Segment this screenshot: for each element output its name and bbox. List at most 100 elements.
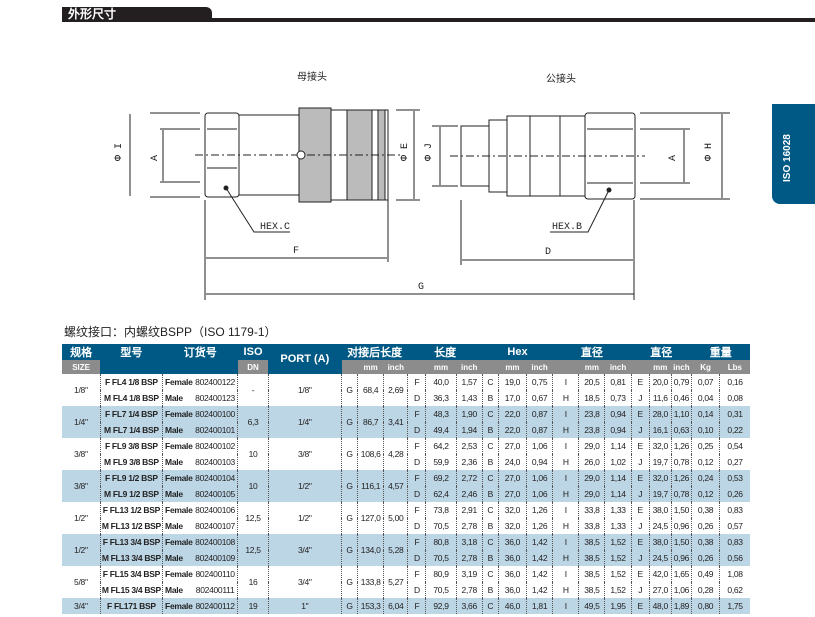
cell-dia1-inch: 1,52 xyxy=(604,534,632,550)
cell-length-inch: 1,90 xyxy=(455,406,483,422)
table-row: 5/8" F FL15 3/4 BSP Female 802400110 16 3/4" G… xyxy=(62,566,750,598)
cell-size: 3/8" xyxy=(74,449,88,459)
cell-length-letter: D xyxy=(407,422,426,438)
cell-length-letter: D xyxy=(407,486,426,502)
cell-dia1-inch: 1,14 xyxy=(604,486,632,502)
cell-dia2-inch: 0,46 xyxy=(670,390,692,406)
cell-hex-inch: 1,42 xyxy=(526,566,553,582)
cell-length-mm: 62,4 xyxy=(425,486,457,502)
cell-g-inch: 5,28 xyxy=(383,534,408,566)
cell-size: 3/4" xyxy=(62,598,101,614)
cell-dia1-mm: 33,8 xyxy=(578,502,605,518)
cell-g-mm: 153,3 xyxy=(357,598,384,614)
cell-hex-letter: B xyxy=(481,550,499,566)
cell-length-mm: 70,5 xyxy=(425,518,457,534)
cell-dia1-letter: I xyxy=(552,470,579,486)
cell-length-mm: 64,2 xyxy=(425,438,457,454)
cell-weight-kg: 0,12 xyxy=(690,454,720,470)
cell-hex-letter: C xyxy=(481,470,499,486)
cell-dia1-inch: 1,14 xyxy=(604,470,632,486)
cell-length-inch: 2,36 xyxy=(455,454,483,470)
cell-dia2-mm: 19,7 xyxy=(648,486,672,502)
cell-port: 3/8" xyxy=(267,438,342,470)
cell-hex-mm: 17,0 xyxy=(497,390,527,406)
cell-dia1-mm: 29,0 xyxy=(578,470,605,486)
cell-weight-lbs: 0,83 xyxy=(719,502,750,518)
cell-sex: Male xyxy=(162,486,193,502)
cell-dia2-letter: J xyxy=(630,518,650,534)
cell-hex-mm: 27,0 xyxy=(497,470,527,486)
cell-dia2-mm: 24,5 xyxy=(648,518,672,534)
cell-port: 1/2" xyxy=(267,470,342,502)
cell-sex: Male xyxy=(162,454,193,470)
cell-dia2-mm: 27,0 xyxy=(648,582,672,598)
col-dia2: 直径 xyxy=(631,344,692,360)
cell-sex: Female xyxy=(162,406,193,422)
cell-hex-mm: 32,0 xyxy=(497,502,527,518)
spec-table-body: 1/8" F FL4 1/8 BSP Female 802400122-1/8" G 68… xyxy=(62,374,750,614)
cell-size: 1/4" xyxy=(62,406,101,438)
cell-dia2-letter: E xyxy=(630,438,650,454)
cell-model: M FL15 3/4 BSP xyxy=(99,582,163,598)
table-title: 螺纹接口：内螺纹BSPP（ISO 1179-1） xyxy=(64,325,277,339)
cell-length-mm: 80,9 xyxy=(425,566,457,582)
cell-hex-letter: B xyxy=(481,582,499,598)
cell-dia1-inch: 1,02 xyxy=(604,454,632,470)
dim-phi-j: Φ J xyxy=(424,143,435,161)
cell-dia1-mm: 18,5 xyxy=(578,390,605,406)
cell-dia2-letter: J xyxy=(630,422,650,438)
cell-dia1-mm: 20,5 xyxy=(578,374,605,390)
cell-iso-dn: 12,5 xyxy=(237,502,269,534)
col-size: 规格 xyxy=(62,344,101,360)
cell-dia2-letter: E xyxy=(630,534,650,550)
cell-sex: Male xyxy=(162,390,193,406)
cell-dia2-letter: J xyxy=(630,390,650,406)
cell-dia2-mm: 24,5 xyxy=(648,550,672,566)
cell-hex-mm: 36,0 xyxy=(497,566,527,582)
cell-dia2-inch: 1,50 xyxy=(670,534,692,550)
cell-length-letter: D xyxy=(407,582,426,598)
cell-hex-mm: 19,0 xyxy=(497,374,527,390)
cell-hex-letter: C xyxy=(481,502,499,518)
unit-inch: inch xyxy=(456,360,483,374)
cell-hex-inch: 1,42 xyxy=(526,534,553,550)
cell-dia1-letter: I xyxy=(552,406,579,422)
cell-dia2-mm: 28,0 xyxy=(648,406,672,422)
cell-dia1-letter: H xyxy=(552,390,579,406)
cell-length-mm: 80,8 xyxy=(425,534,457,550)
cell-g-letter: G xyxy=(341,502,358,534)
spec-table: 规格 型号 订货号 ISO PORT (A) 对接后长度 长度 Hex 直径 直… xyxy=(62,344,750,614)
cell-sex: Male xyxy=(162,422,193,438)
cell-dia2-letter: E xyxy=(630,598,650,614)
cell-model: F FL171 BSP xyxy=(99,598,163,614)
col-length: 长度 xyxy=(407,344,483,360)
table-row: 3/8" F FL9 1/2 BSP Female 802400104 10 1/2" G 1… xyxy=(62,470,750,502)
cell-length-letter: F xyxy=(407,534,426,550)
col-model: 型号 xyxy=(100,344,163,360)
cell-dia2-inch: 1,50 xyxy=(670,502,692,518)
cell-weight-kg: 0,80 xyxy=(690,598,720,614)
dim-phi-h: Φ H xyxy=(704,143,715,161)
cell-weight-kg: 0,14 xyxy=(690,406,720,422)
cell-dia2-mm: 20,0 xyxy=(648,374,672,390)
cell-dia1-mm: 29,0 xyxy=(578,486,605,502)
cell-hex-letter: C xyxy=(481,534,499,550)
cell-length-inch: 2,78 xyxy=(455,582,483,598)
cell-iso-dn: 19 xyxy=(237,598,269,614)
cell-weight-lbs: 0,16 xyxy=(719,374,750,390)
cell-dia1-inch: 0,94 xyxy=(604,422,632,438)
cell-model: M FL4 1/8 BSP xyxy=(99,390,163,406)
cell-hex-inch: 1,42 xyxy=(526,550,553,566)
cell-g-inch: 3,41 xyxy=(383,406,408,438)
cell-dia1-mm: 49,5 xyxy=(578,598,605,614)
col-weight: 重量 xyxy=(691,344,750,360)
cell-hex-mm: 24,0 xyxy=(497,454,527,470)
cell-dia2-inch: 0,96 xyxy=(670,550,692,566)
dim-a-right: A xyxy=(668,155,679,161)
cell-dia2-letter: J xyxy=(630,582,650,598)
section-divider xyxy=(200,18,815,22)
cell-hex-inch: 0,75 xyxy=(526,374,553,390)
cell-hex-inch: 1,06 xyxy=(526,486,553,502)
cell-length-inch: 2,78 xyxy=(455,550,483,566)
cell-hex-mm: 32,0 xyxy=(497,518,527,534)
